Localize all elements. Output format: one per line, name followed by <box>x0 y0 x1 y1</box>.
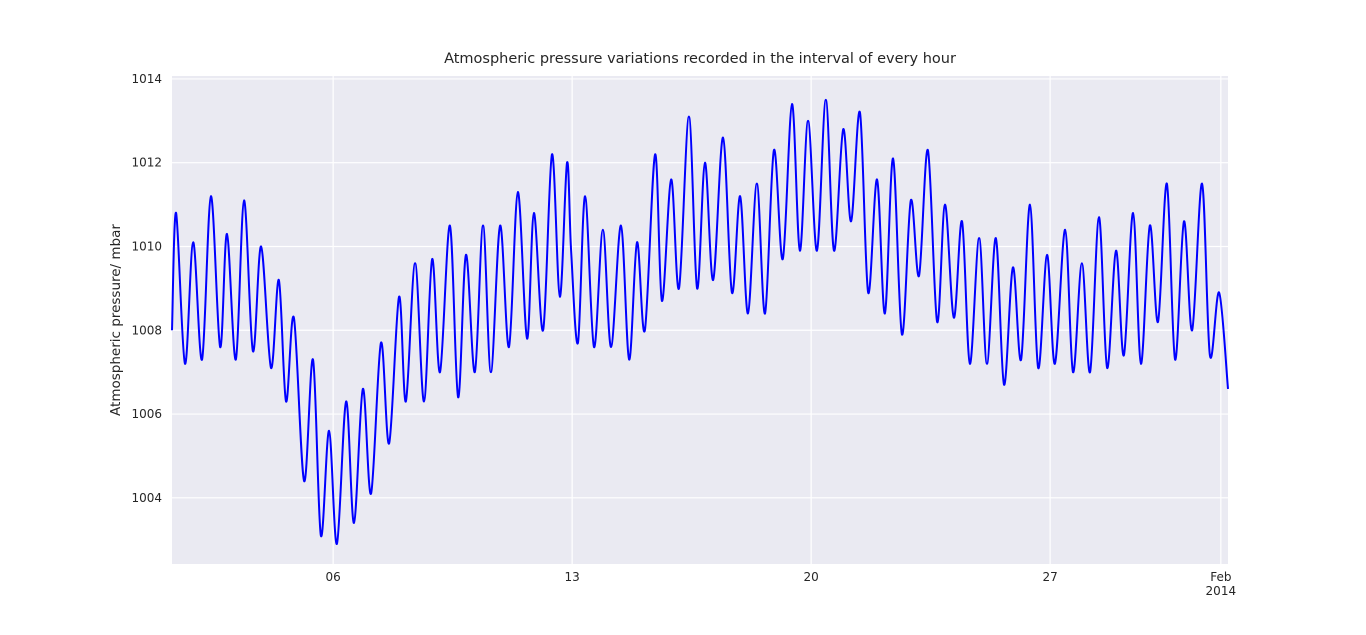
y-tick-label: 1014 <box>131 72 162 86</box>
y-tick-label: 1004 <box>131 491 162 505</box>
y-tick-label: 1008 <box>131 323 162 337</box>
y-axis-label: Atmospheric pressure/ mbar <box>108 224 124 416</box>
y-tick-label: 1012 <box>131 156 162 170</box>
y-tick-label: 1010 <box>131 239 162 253</box>
x-tick-label: 13 <box>564 570 579 584</box>
x-tick-label: 20 <box>803 570 818 584</box>
x-tick-label: Feb 2014 <box>1206 570 1237 598</box>
data-line <box>171 98 1229 545</box>
x-tick-label: 27 <box>1042 570 1057 584</box>
x-tick-label: 06 <box>326 570 341 584</box>
y-tick-label: 1006 <box>131 407 162 421</box>
chart-title: Atmospheric pressure variations recorded… <box>444 51 956 67</box>
